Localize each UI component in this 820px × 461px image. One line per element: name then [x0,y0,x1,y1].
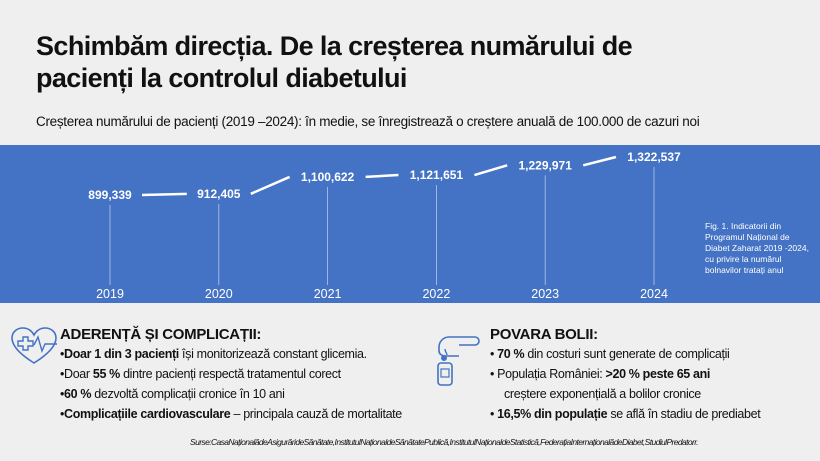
series-line-segment [582,155,617,167]
bullet: • [490,407,498,421]
item-bold: 16,5% din populație [497,407,608,421]
item-text: se află în stadiu de prediabet [607,407,761,421]
chart-panel: 899,339 2019 912,405 2020 1,100,622 2021 1,121… [0,145,820,303]
series-line-segment [474,164,508,177]
item-pre: Populația României: [497,367,606,381]
list-item: •Complicațiile cardiovasculare – princip… [60,404,402,424]
chart-subtitle: Creșterea numărului de pacienți (2019 –2… [36,114,700,129]
list-item: • Populația României: >20 % peste 65 ani [490,364,760,384]
adherence-block: ADERENȚĂ ȘI COMPLICAȚII: •Doar 1 din 3 p… [11,325,402,424]
item-text: dintre pacienți respectă tratamentul cor… [119,367,341,381]
series-line-segment [365,173,399,179]
x-tick-label: 2021 [314,287,342,301]
item-bold: 60 % [64,387,92,401]
data-label: 899,339 [88,188,132,202]
item-bold: 55 % [92,367,120,381]
item-text: dezvoltă complicații cronice în 10 ani [91,387,285,401]
x-tick-label: 2022 [422,287,450,301]
list-item: • 16,5% din populație se află în stadiu … [490,404,761,424]
heart-pulse-icon [11,327,57,364]
x-tick-label: 2024 [640,287,668,301]
sources-note: Surse:CasaNaționalădeAsigurărideSănătate… [190,437,699,447]
list-item: •Doar 1 din 3 pacienți își monitorizează… [60,344,402,364]
series-line-segment [250,175,291,195]
item-bold: Doar 1 din 3 pacienți [64,347,179,361]
bullet: • [490,347,498,361]
data-label: 1,121,651 [410,168,464,182]
item-bold: 70 % [497,347,525,361]
item-text: își monitorizează constant glicemia. [178,347,367,361]
item-text: din costuri sunt generate de complicații [524,347,730,361]
x-tick-label: 2020 [205,287,233,301]
item-bold: Complicațiile cardiovasculare [64,407,231,421]
bullet: • [60,387,65,401]
x-tick-label: 2019 [96,287,124,301]
item-pre: creștere exponențială a bolilor cronice [504,387,701,401]
line-chart: 899,339 2019 912,405 2020 1,100,622 2021 1,121… [88,150,681,301]
item-pre: Doar [64,367,93,381]
x-tick-label: 2023 [531,287,559,301]
data-label: 912,405 [197,187,241,201]
page-title: Schimbăm direcția. De la creșterea număr… [36,31,633,93]
bullet: • [490,367,498,381]
series-line-segment [141,192,187,197]
bullet: • [60,407,65,421]
adherence-heading: ADERENȚĂ ȘI COMPLICAȚII: [60,326,262,343]
list-item: creștere exponențială a bolilor cronice [490,384,760,404]
item-bold: >20 % peste 65 ani [605,367,711,381]
data-label: 1,322,537 [627,150,681,164]
bullet: • [60,367,65,381]
list-item: •60 % dezvoltă complicații cronice în 10… [60,384,402,404]
list-item: •Doar 55 % dintre pacienți respectă trat… [60,364,402,384]
burden-heading: POVARA BOLII: [490,326,598,343]
item-text: – principala cauză de mortalitate [230,407,402,421]
bullet: • [60,347,65,361]
glucose-meter-icon [437,336,480,386]
data-label: 1,229,971 [519,158,573,172]
burden-block: POVARA BOLII: • 70 % din costuri sunt ge… [437,325,761,424]
chart-caption: Fig. 1. Indicatorii din Programul Națion… [705,221,809,275]
list-item: • 70 % din costuri sunt generate de comp… [490,344,760,364]
data-label: 1,100,622 [301,170,355,184]
